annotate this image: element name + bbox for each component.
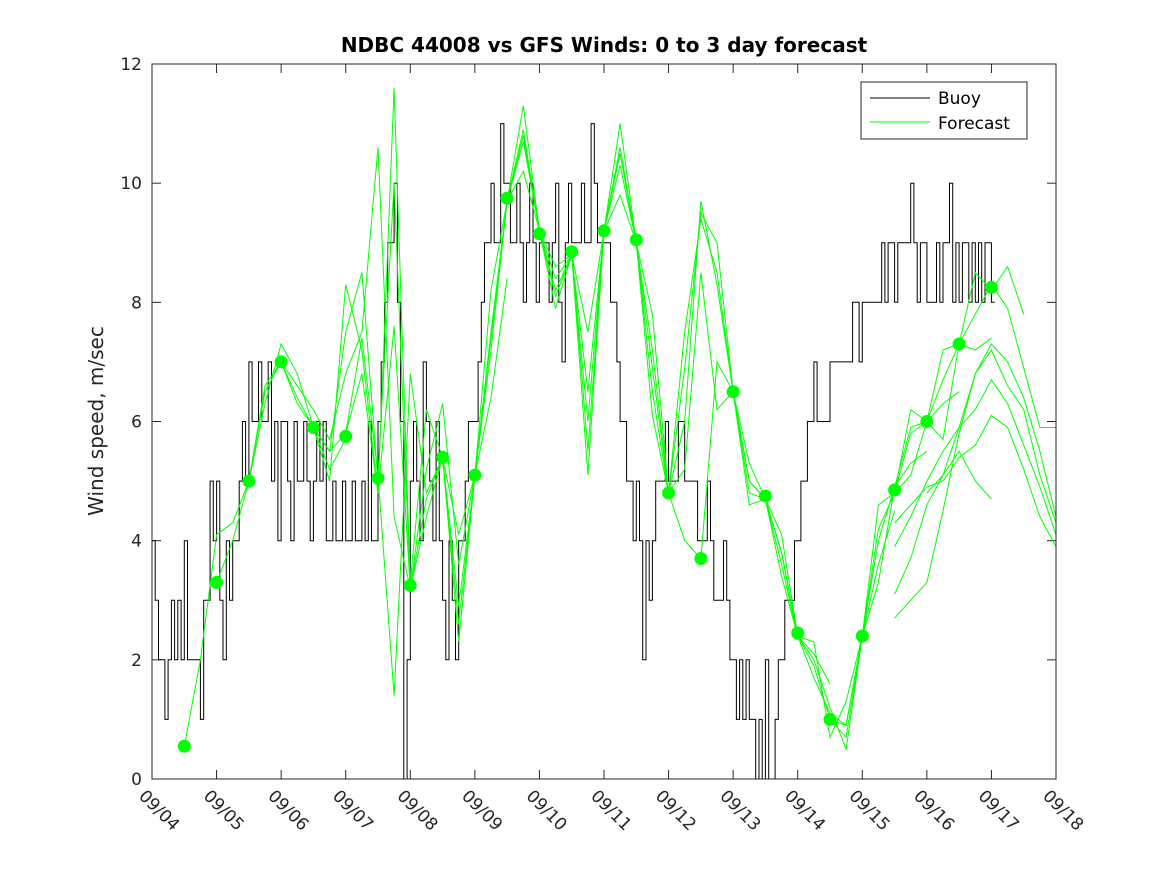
forecast-line xyxy=(216,272,379,583)
forecast-point xyxy=(952,337,966,351)
y-tick-label: 4 xyxy=(131,532,142,552)
forecast-point xyxy=(565,245,579,259)
y-tick-label: 6 xyxy=(131,413,142,433)
forecast-point xyxy=(242,474,256,488)
forecast-point xyxy=(468,468,482,482)
forecast-point xyxy=(274,355,288,369)
forecast-point xyxy=(791,626,805,640)
y-tick-label: 0 xyxy=(131,770,142,790)
y-tick-label: 12 xyxy=(120,55,142,75)
forecast-point xyxy=(823,712,837,726)
forecast-line xyxy=(409,105,572,607)
forecast-line xyxy=(861,265,1025,637)
forecast-line xyxy=(442,141,605,535)
forecast-line xyxy=(571,147,734,495)
y-tick-label: 2 xyxy=(131,651,142,671)
legend-box xyxy=(860,81,1028,140)
forecast-line xyxy=(894,414,1057,547)
plot-frame xyxy=(151,63,1057,780)
forecast-point xyxy=(888,483,902,497)
buoy-series xyxy=(152,123,995,780)
forecast-point xyxy=(436,450,450,464)
legend-buoy-label: Buoy xyxy=(938,89,981,109)
forecast-line xyxy=(668,218,831,684)
y-tick-label: 8 xyxy=(131,293,142,313)
legend-forecast-label: Forecast xyxy=(938,114,1010,134)
forecast-point xyxy=(662,486,676,500)
forecast-point xyxy=(758,489,772,503)
forecast-line xyxy=(183,360,347,747)
forecast-point xyxy=(306,421,320,434)
forecast-points xyxy=(177,191,998,753)
forecast-point xyxy=(855,629,869,643)
forecast-point xyxy=(210,575,224,589)
forecast-point xyxy=(403,578,417,592)
forecast-line xyxy=(797,391,960,740)
forecast-point xyxy=(597,224,611,238)
forecast-point xyxy=(371,471,385,485)
forecast-point xyxy=(177,739,191,753)
forecast-line xyxy=(764,450,928,739)
forecast-line xyxy=(894,348,1057,595)
forecast-line xyxy=(506,129,670,494)
forecast-series xyxy=(183,87,1057,752)
y-tick-label: 10 xyxy=(120,174,142,194)
forecast-point xyxy=(984,280,998,294)
forecast-line xyxy=(894,283,1056,494)
forecast-line xyxy=(345,278,508,696)
forecast-line xyxy=(732,391,896,752)
forecast-point xyxy=(500,191,514,205)
forecast-line xyxy=(248,147,411,589)
forecast-point xyxy=(532,227,546,241)
forecast-point xyxy=(629,233,643,247)
legend: Buoy Forecast xyxy=(860,81,1028,140)
forecast-point xyxy=(694,552,708,565)
forecast-line xyxy=(538,153,702,559)
y-axis-label: Wind speed, m/sec xyxy=(84,326,108,516)
chart-title: NDBC 44008 vs GFS Winds: 0 to 3 day fore… xyxy=(341,33,868,57)
forecast-line xyxy=(280,87,444,583)
forecast-point xyxy=(339,429,353,443)
forecast-line xyxy=(474,169,637,476)
forecast-point xyxy=(726,385,740,399)
buoy-line xyxy=(152,123,995,780)
forecast-line xyxy=(926,450,992,500)
forecast-point xyxy=(920,415,934,428)
plot-area xyxy=(152,64,1056,779)
